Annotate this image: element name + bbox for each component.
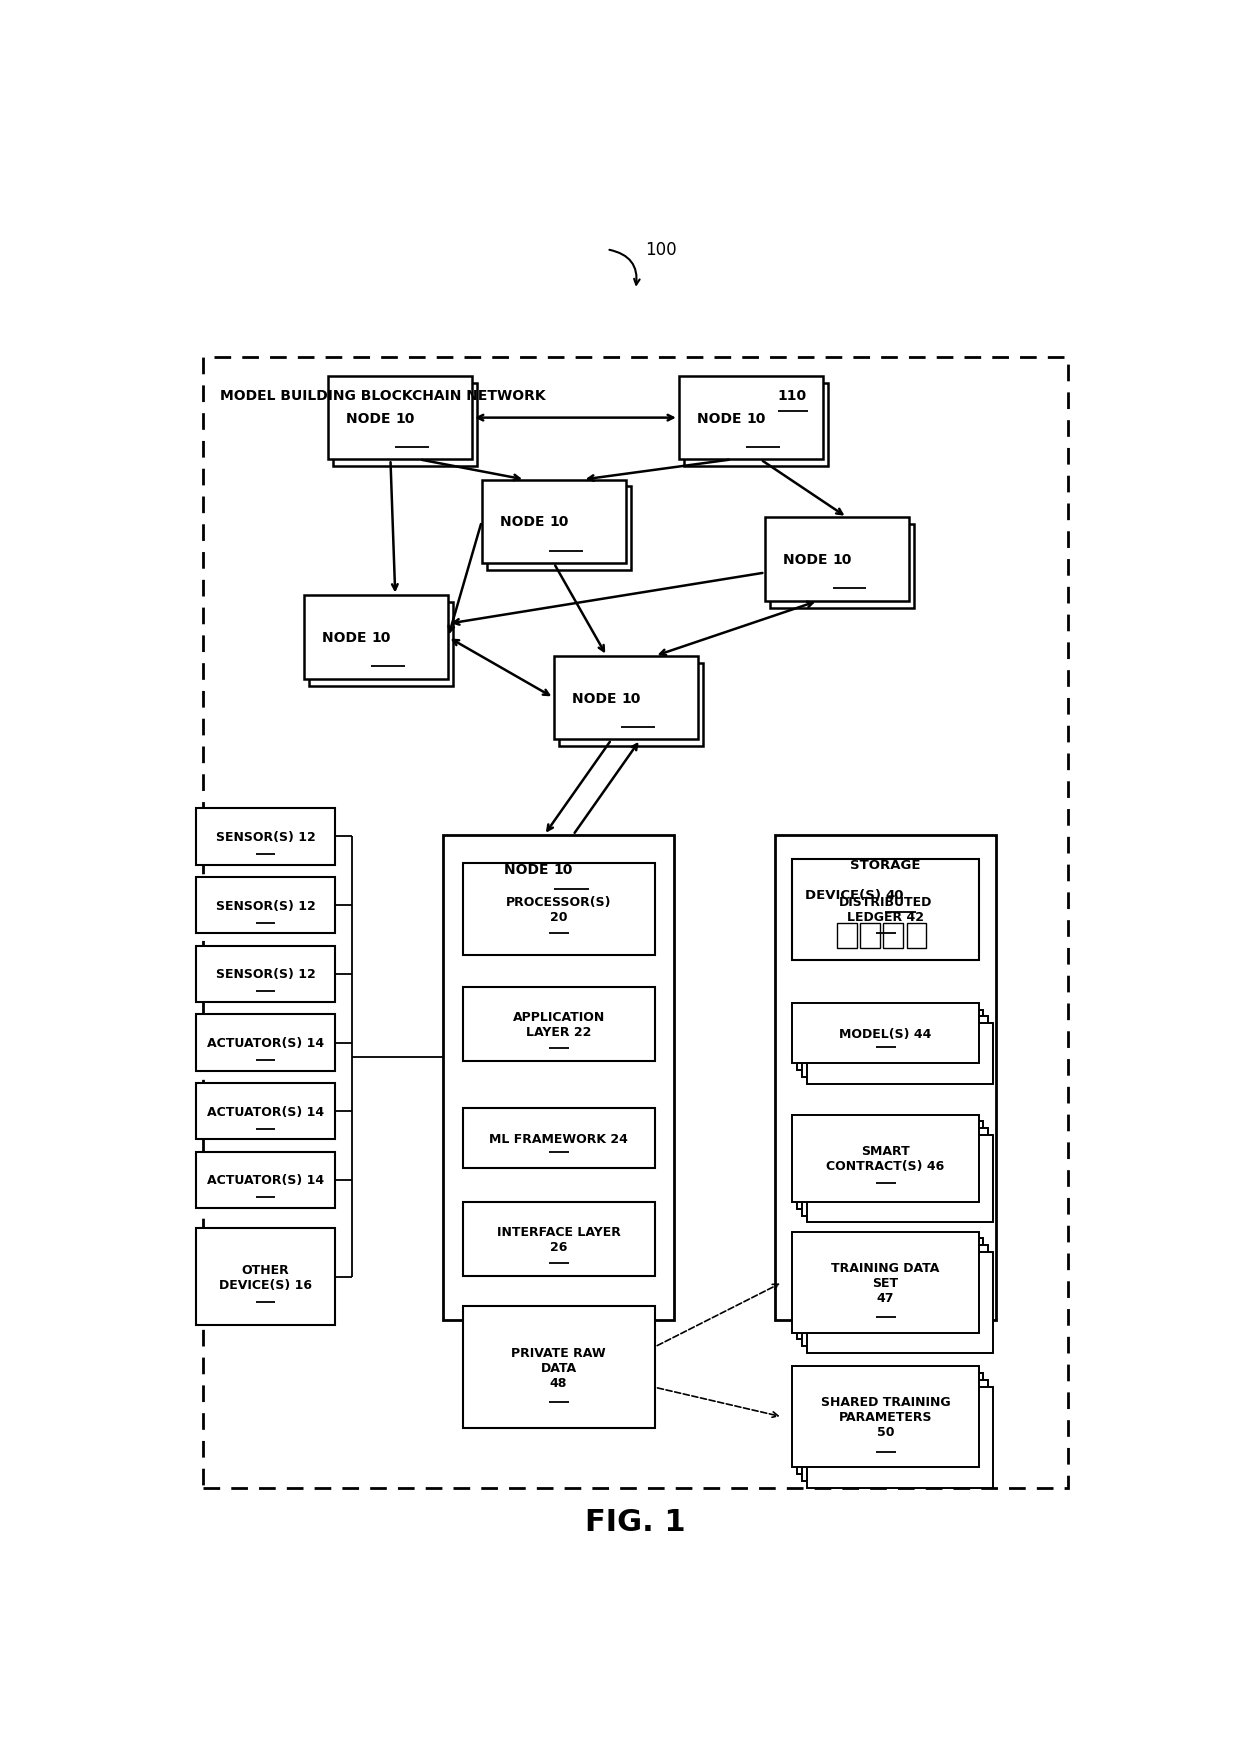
FancyBboxPatch shape [802, 1017, 988, 1077]
Text: NODE: NODE [322, 631, 371, 645]
Text: APPLICATION
LAYER 22: APPLICATION LAYER 22 [512, 1010, 605, 1038]
Text: NODE: NODE [346, 411, 396, 425]
Text: NODE: NODE [784, 552, 832, 566]
Text: 10: 10 [746, 411, 765, 425]
Text: SHARED TRAINING
PARAMETERS
50: SHARED TRAINING PARAMETERS 50 [821, 1395, 950, 1439]
FancyBboxPatch shape [309, 603, 453, 687]
Text: SENSOR(S) 12: SENSOR(S) 12 [216, 898, 315, 912]
Text: 40: 40 [885, 888, 904, 902]
Text: STORAGE: STORAGE [851, 858, 920, 872]
Text: TRAINING DATA
SET
47: TRAINING DATA SET 47 [831, 1260, 940, 1304]
FancyBboxPatch shape [463, 988, 655, 1061]
FancyBboxPatch shape [837, 923, 857, 947]
FancyBboxPatch shape [683, 383, 828, 467]
Text: ACTUATOR(S) 14: ACTUATOR(S) 14 [207, 1105, 324, 1119]
FancyBboxPatch shape [554, 657, 698, 739]
FancyBboxPatch shape [775, 836, 996, 1320]
FancyBboxPatch shape [906, 923, 926, 947]
Text: NODE: NODE [697, 411, 746, 425]
Text: OTHER
DEVICE(S) 16: OTHER DEVICE(S) 16 [219, 1264, 312, 1292]
FancyBboxPatch shape [463, 1108, 655, 1169]
Text: ACTUATOR(S) 14: ACTUATOR(S) 14 [207, 1173, 324, 1187]
FancyBboxPatch shape [304, 596, 448, 680]
FancyBboxPatch shape [444, 836, 675, 1320]
Text: INTERFACE LAYER
26: INTERFACE LAYER 26 [497, 1225, 620, 1253]
Text: 10: 10 [621, 692, 641, 706]
FancyBboxPatch shape [792, 1367, 978, 1468]
FancyBboxPatch shape [797, 1374, 983, 1474]
FancyBboxPatch shape [481, 481, 626, 565]
FancyBboxPatch shape [806, 1134, 993, 1222]
FancyBboxPatch shape [861, 923, 879, 947]
FancyBboxPatch shape [792, 1003, 978, 1065]
Text: MODEL BUILDING BLOCKCHAIN NETWORK: MODEL BUILDING BLOCKCHAIN NETWORK [221, 388, 551, 402]
Text: 110: 110 [777, 388, 807, 402]
FancyBboxPatch shape [463, 1308, 655, 1428]
FancyBboxPatch shape [883, 923, 903, 947]
FancyBboxPatch shape [802, 1129, 988, 1217]
FancyBboxPatch shape [463, 864, 655, 956]
FancyBboxPatch shape [196, 1084, 335, 1140]
FancyBboxPatch shape [486, 488, 631, 570]
FancyBboxPatch shape [463, 1203, 655, 1276]
FancyBboxPatch shape [196, 1014, 335, 1072]
Text: ML FRAMEWORK 24: ML FRAMEWORK 24 [490, 1133, 627, 1145]
Text: 10: 10 [554, 862, 573, 876]
Text: NODE: NODE [572, 692, 621, 706]
FancyBboxPatch shape [770, 524, 914, 608]
Text: 10: 10 [371, 631, 391, 645]
FancyBboxPatch shape [792, 1115, 978, 1203]
FancyBboxPatch shape [558, 662, 703, 746]
Text: SENSOR(S) 12: SENSOR(S) 12 [216, 968, 315, 981]
Text: 10: 10 [549, 516, 568, 530]
FancyBboxPatch shape [196, 946, 335, 1003]
Text: FIG. 1: FIG. 1 [585, 1507, 686, 1536]
FancyBboxPatch shape [792, 1232, 978, 1334]
FancyBboxPatch shape [797, 1239, 983, 1339]
FancyBboxPatch shape [765, 517, 909, 601]
FancyBboxPatch shape [196, 877, 335, 933]
FancyBboxPatch shape [196, 1152, 335, 1208]
Text: SENSOR(S) 12: SENSOR(S) 12 [216, 830, 315, 844]
Text: MODEL(S) 44: MODEL(S) 44 [839, 1028, 931, 1040]
Text: SMART
CONTRACT(S) 46: SMART CONTRACT(S) 46 [826, 1145, 945, 1173]
Text: 10: 10 [832, 552, 852, 566]
Text: 100: 100 [645, 241, 677, 259]
FancyBboxPatch shape [327, 376, 472, 460]
FancyBboxPatch shape [802, 1381, 988, 1481]
FancyBboxPatch shape [332, 383, 477, 467]
FancyBboxPatch shape [203, 358, 1068, 1488]
Text: NODE: NODE [500, 516, 549, 530]
Text: DEVICE(S): DEVICE(S) [805, 888, 885, 902]
FancyBboxPatch shape [797, 1122, 983, 1210]
FancyBboxPatch shape [806, 1252, 993, 1353]
Text: 10: 10 [396, 411, 414, 425]
FancyBboxPatch shape [196, 809, 335, 865]
FancyBboxPatch shape [196, 1229, 335, 1325]
Text: DISTRIBUTED
LEDGER 42: DISTRIBUTED LEDGER 42 [838, 895, 932, 923]
FancyBboxPatch shape [797, 1010, 983, 1070]
FancyBboxPatch shape [806, 1023, 993, 1084]
Text: PROCESSOR(S)
20: PROCESSOR(S) 20 [506, 895, 611, 923]
Text: NODE: NODE [505, 862, 554, 876]
FancyBboxPatch shape [792, 860, 978, 960]
FancyBboxPatch shape [806, 1386, 993, 1488]
Text: PRIVATE RAW
DATA
48: PRIVATE RAW DATA 48 [511, 1346, 606, 1388]
FancyBboxPatch shape [802, 1246, 988, 1346]
FancyBboxPatch shape [678, 376, 823, 460]
Text: ACTUATOR(S) 14: ACTUATOR(S) 14 [207, 1037, 324, 1049]
